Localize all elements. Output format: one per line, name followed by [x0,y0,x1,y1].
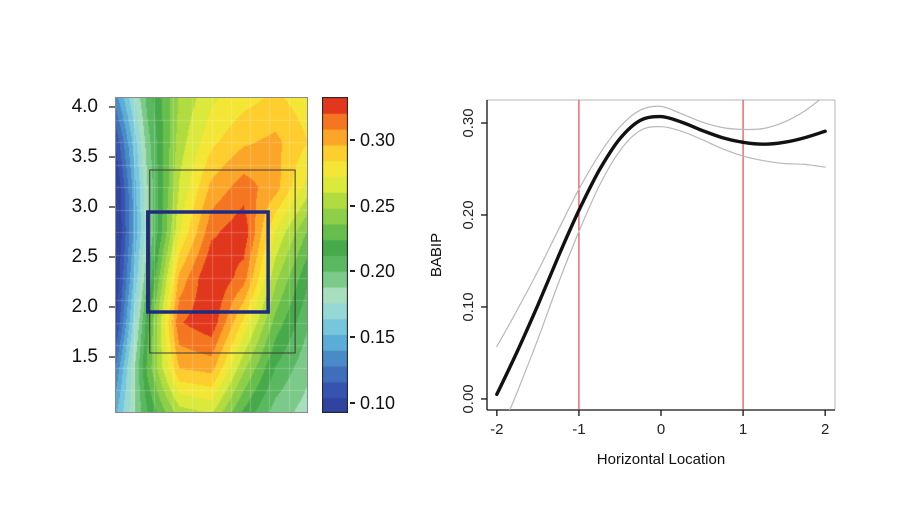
fitted-babip-curve [495,114,827,397]
colorbar-tick-label: 0.15 [360,326,396,347]
colorbar-tick [350,335,355,338]
colorbar-tick-label: 0.20 [360,261,396,282]
heatmap-y-tick-label: 2.5 [71,246,98,267]
babip-line-plot: Horizontal Location BABIP -2 -1 0 1 2 0.00 0.1… [428,99,836,468]
heatmap-y-tick-label: 3.0 [71,196,98,217]
y-tick-label: 0.10 [460,292,477,321]
colorbar [322,97,348,413]
strike-zone-rect [146,210,270,314]
heatmap-y-tick-label: 3.5 [71,146,98,167]
colorbar-tick-label: 0.30 [360,130,396,151]
heatmap-y-tick-label: 4.0 [71,96,98,117]
x-tick-label: 1 [739,421,747,438]
x-tick-label: 2 [821,421,829,438]
colorbar-tick [350,139,355,142]
x-axis-title: Horizontal Location [597,451,725,468]
y-tick-label: 0.00 [460,384,477,413]
heatmap-y-axis: 4.0 3.5 3.0 2.5 2.0 1.5 [30,96,98,417]
heatmap-overlay [109,97,308,413]
x-tick-label: -2 [490,421,503,438]
y-axis-title: BABIP [428,233,445,277]
heatmap-frame [115,97,308,413]
colorbar-tick [350,270,355,273]
x-tick-label: -1 [572,421,585,438]
outer-zone-rect [149,169,296,354]
colorbar-tick [350,204,355,207]
colorbar-tick-label: 0.10 [360,392,396,413]
y-tick-label: 0.30 [460,108,477,137]
lower-confidence-band [509,126,826,410]
upper-confidence-band [496,100,821,348]
colorbar-tick [350,401,355,404]
y-tick-label: 0.20 [460,200,477,229]
colorbar-tick-label: 0.25 [360,195,396,216]
heatmap-y-tick-label: 1.5 [71,346,98,367]
heatmap-y-tick-label: 2.0 [71,296,98,317]
x-tick-label: 0 [657,421,665,438]
colorbar-labels: 0.30 0.25 0.20 0.15 0.10 [350,97,414,413]
